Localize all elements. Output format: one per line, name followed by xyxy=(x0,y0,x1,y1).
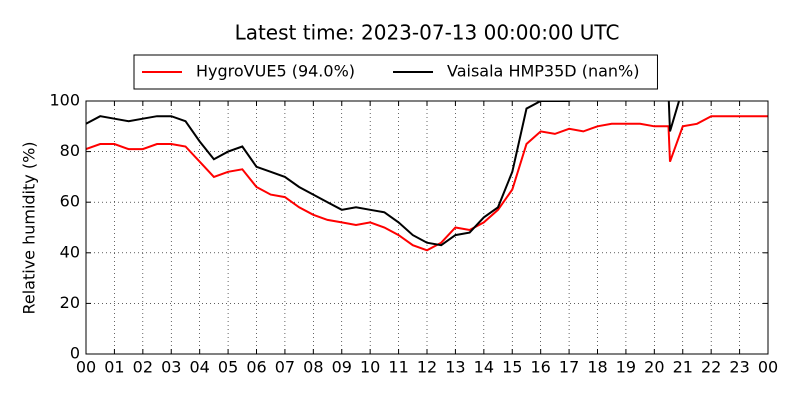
x-tick-label: 02 xyxy=(133,358,153,377)
legend: HygroVUE5 (94.0%) Vaisala HMP35D (nan%) xyxy=(133,54,658,90)
x-tick-label: 13 xyxy=(445,358,465,377)
x-tick-label: 04 xyxy=(189,358,209,377)
x-tick-label: 05 xyxy=(218,358,238,377)
x-tick-label: 06 xyxy=(246,358,266,377)
x-tick-label: 07 xyxy=(275,358,295,377)
plot-area xyxy=(86,101,768,252)
x-tick-label: 18 xyxy=(587,358,607,377)
x-tick-label: 09 xyxy=(332,358,352,377)
y-tick-label: 60 xyxy=(60,192,80,211)
x-tick-label: 12 xyxy=(417,358,437,377)
y-tick-label: 40 xyxy=(60,242,80,261)
x-tick-label: 14 xyxy=(474,358,494,377)
x-tick-label: 17 xyxy=(559,358,579,377)
plot-frame xyxy=(85,100,769,355)
x-tick-label: 19 xyxy=(616,358,636,377)
y-tick-label: 20 xyxy=(60,293,80,312)
x-tick-label: 11 xyxy=(388,358,408,377)
legend-label: HygroVUE5 (94.0%) xyxy=(196,62,355,81)
series-line xyxy=(86,101,681,247)
x-tick-label: 00 xyxy=(76,358,96,377)
x-tick-label: 22 xyxy=(701,358,721,377)
y-tick-label: 100 xyxy=(49,91,80,110)
series-line xyxy=(86,115,768,252)
x-tick-label: 21 xyxy=(673,358,693,377)
legend-label: Vaisala HMP35D (nan%) xyxy=(447,62,639,81)
y-axis-label: Relative humidity (%) xyxy=(20,141,39,314)
x-tick-label: 16 xyxy=(530,358,550,377)
y-tick-label: 0 xyxy=(70,344,80,363)
x-tick-label: 23 xyxy=(729,358,749,377)
x-tick-label: 03 xyxy=(161,358,181,377)
x-tick-label: 01 xyxy=(104,358,124,377)
x-tick-label: 08 xyxy=(303,358,323,377)
y-tick-label: 80 xyxy=(60,141,80,160)
x-tick-label: 00 xyxy=(758,358,778,377)
x-tick-label: 15 xyxy=(502,358,522,377)
chart-title: Latest time: 2023-07-13 00:00:00 UTC xyxy=(235,21,620,45)
x-tick-label: 20 xyxy=(644,358,664,377)
x-tick-label: 10 xyxy=(360,358,380,377)
